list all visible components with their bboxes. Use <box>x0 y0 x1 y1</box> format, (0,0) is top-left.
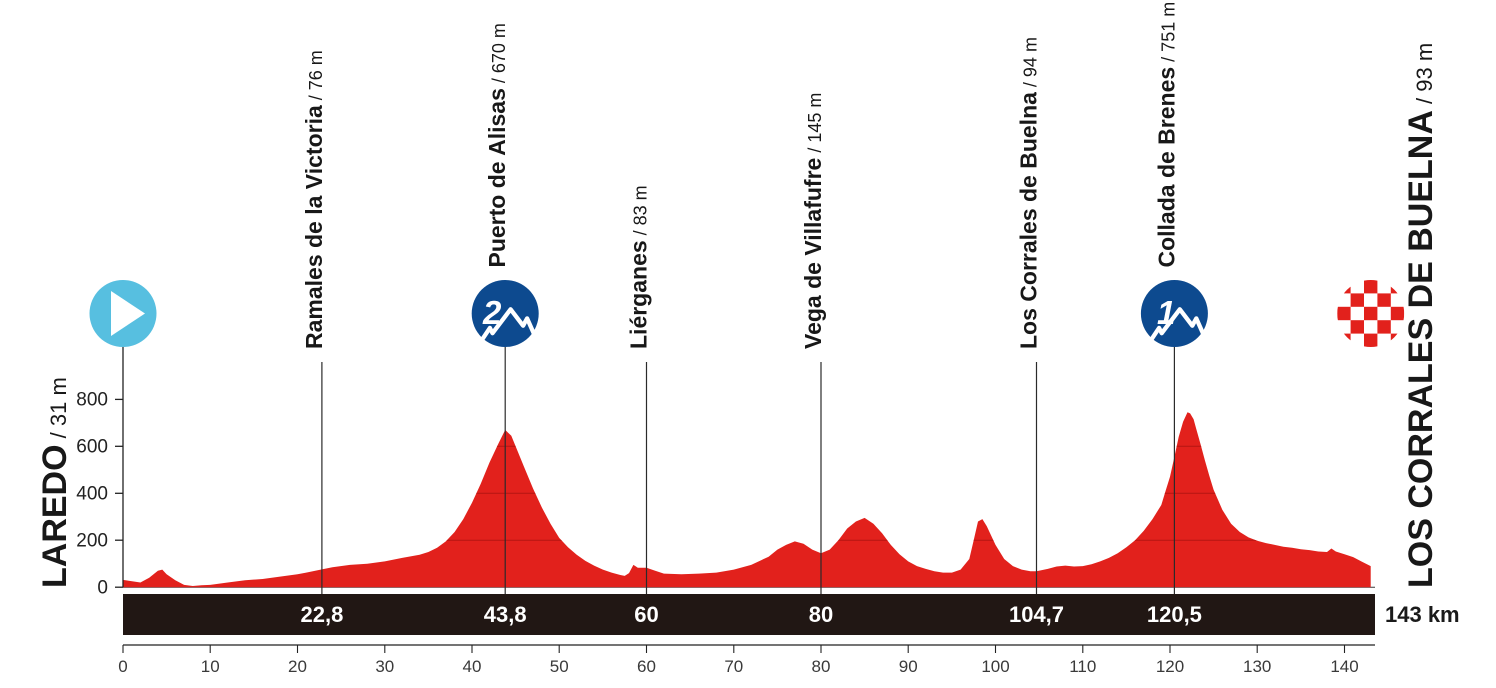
svg-text:80: 80 <box>812 657 831 676</box>
svg-text:0: 0 <box>97 578 108 599</box>
svg-text:LOS CORRALES DE BUELNA / 93 m: LOS CORRALES DE BUELNA / 93 m <box>1402 43 1440 588</box>
svg-text:800: 800 <box>76 390 108 411</box>
svg-text:120: 120 <box>1156 657 1184 676</box>
svg-text:104,7: 104,7 <box>1009 602 1064 627</box>
svg-text:Los Corrales de Buelna / 94 m: Los Corrales de Buelna / 94 m <box>1016 37 1042 349</box>
svg-text:Collada de Brenes / 751 m: Collada de Brenes / 751 m <box>1153 2 1179 268</box>
svg-text:43,8: 43,8 <box>484 602 527 627</box>
svg-text:143 km: 143 km <box>1385 602 1460 627</box>
svg-text:130: 130 <box>1243 657 1271 676</box>
svg-text:60: 60 <box>637 657 656 676</box>
svg-text:40: 40 <box>463 657 482 676</box>
svg-text:80: 80 <box>809 602 833 627</box>
svg-text:Puerto de Alisas / 670 m: Puerto de Alisas / 670 m <box>484 23 510 267</box>
svg-text:22,8: 22,8 <box>300 602 343 627</box>
svg-text:90: 90 <box>899 657 918 676</box>
svg-text:140: 140 <box>1330 657 1358 676</box>
svg-text:Liérganes / 83 m: Liérganes / 83 m <box>626 185 652 349</box>
svg-text:50: 50 <box>550 657 569 676</box>
svg-text:10: 10 <box>201 657 220 676</box>
svg-text:600: 600 <box>76 437 108 458</box>
svg-text:200: 200 <box>76 531 108 552</box>
svg-text:400: 400 <box>76 484 108 505</box>
svg-text:60: 60 <box>634 602 658 627</box>
svg-text:70: 70 <box>724 657 743 676</box>
svg-text:20: 20 <box>288 657 307 676</box>
svg-text:Vega de Villafufre / 145 m: Vega de Villafufre / 145 m <box>800 93 826 349</box>
svg-text:30: 30 <box>375 657 394 676</box>
svg-text:Ramales de la Victoria / 76 m: Ramales de la Victoria / 76 m <box>301 50 327 349</box>
svg-text:0: 0 <box>118 657 127 676</box>
svg-text:100: 100 <box>981 657 1009 676</box>
svg-text:LAREDO / 31 m: LAREDO / 31 m <box>36 377 74 588</box>
svg-text:120,5: 120,5 <box>1147 602 1202 627</box>
svg-text:110: 110 <box>1069 657 1096 676</box>
